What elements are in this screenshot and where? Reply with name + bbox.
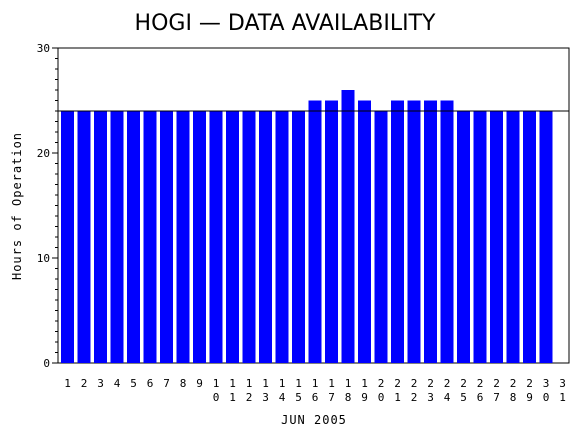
bar-day-26 bbox=[473, 111, 487, 363]
bar-day-29 bbox=[523, 111, 536, 363]
x-tick-label-2: 2 bbox=[81, 377, 88, 390]
bar-day-27 bbox=[490, 111, 503, 363]
x-axis: 1 2 3 4 5 6 7 8 9 1 01 11 21 31 41 51 61 71 81 92 02 12 22 32 42… bbox=[64, 377, 566, 404]
bar-day-18 bbox=[341, 90, 355, 363]
bar-group bbox=[61, 90, 553, 363]
x-axis-label: JUN 2005 bbox=[281, 413, 347, 427]
y-axis-label: Hours of Operation bbox=[10, 132, 24, 280]
bar-day-15 bbox=[292, 111, 305, 363]
x-tick-label-5: 5 bbox=[130, 377, 137, 390]
bar-day-21 bbox=[391, 100, 404, 363]
x-tick-label-9: 9 bbox=[196, 377, 203, 390]
y-tick-label-30: 30 bbox=[37, 42, 50, 55]
x-tick-label-6: 6 bbox=[147, 377, 154, 390]
x-tick-label-4: 4 bbox=[114, 377, 121, 390]
x-tick-label-3: 3 bbox=[97, 377, 104, 390]
y-tick-label-20: 20 bbox=[37, 147, 50, 160]
bar-day-30 bbox=[539, 111, 553, 363]
bar-day-3 bbox=[94, 111, 107, 363]
bar-day-23 bbox=[424, 100, 437, 363]
bar-day-1 bbox=[61, 111, 74, 363]
y-axis: 0 10 20 30 bbox=[37, 42, 58, 370]
y-tick-label-0: 0 bbox=[43, 357, 50, 370]
chart-title: HOGI — DATA AVAILABILITY bbox=[135, 11, 436, 36]
bar-day-17 bbox=[325, 100, 338, 363]
bar-day-19 bbox=[358, 100, 371, 363]
x-tick-label-7: 7 bbox=[163, 377, 170, 390]
bar-day-8 bbox=[176, 111, 190, 363]
bar-day-16 bbox=[308, 100, 322, 363]
bar-day-2 bbox=[77, 111, 91, 363]
bar-day-11 bbox=[226, 111, 239, 363]
bar-day-20 bbox=[374, 111, 388, 363]
bar-day-25 bbox=[457, 111, 470, 363]
bar-day-6 bbox=[143, 111, 157, 363]
bar-day-12 bbox=[242, 111, 256, 363]
bar-day-13 bbox=[259, 111, 272, 363]
x-tick-label-1: 1 bbox=[64, 377, 71, 390]
bar-day-7 bbox=[160, 111, 173, 363]
x-tick-label-8: 8 bbox=[180, 377, 187, 390]
bar-day-22 bbox=[407, 100, 421, 363]
y-tick-label-10: 10 bbox=[37, 252, 50, 265]
bar-day-10 bbox=[209, 111, 223, 363]
bar-day-5 bbox=[127, 111, 140, 363]
bar-day-28 bbox=[506, 111, 520, 363]
bar-day-4 bbox=[110, 111, 124, 363]
bar-day-9 bbox=[193, 111, 206, 363]
bar-day-14 bbox=[275, 111, 289, 363]
bar-day-24 bbox=[440, 100, 454, 363]
